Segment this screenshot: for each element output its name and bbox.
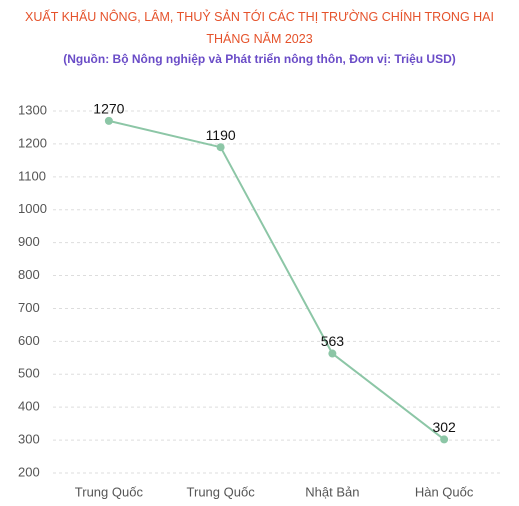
y-tick-label: 400 <box>18 399 40 414</box>
data-label: 563 <box>321 333 345 349</box>
data-label: 302 <box>432 419 456 435</box>
y-tick-label: 1100 <box>18 168 46 183</box>
x-tick-label: Trung Quốc <box>75 484 144 499</box>
chart-title: XUẤT KHẨU NÔNG, LÂM, THUỶ SẢN TỚI CÁC TH… <box>25 10 494 46</box>
y-tick-label: 1000 <box>18 201 47 216</box>
data-point <box>440 435 449 444</box>
data-point <box>104 116 113 125</box>
x-tick-label: Nhật Bản <box>305 484 359 499</box>
data-point <box>328 349 337 358</box>
x-tick-label: Trung Quốc <box>187 484 256 499</box>
y-tick-label: 500 <box>18 366 40 381</box>
y-tick-label: 900 <box>18 234 40 249</box>
data-label: 1270 <box>93 101 124 117</box>
chart-subtitle: (Nguồn: Bộ Nông nghiệp và Phát triển nôn… <box>63 52 456 66</box>
y-tick-label: 200 <box>18 464 40 479</box>
y-tick-label: 800 <box>18 267 40 282</box>
data-label: 1190 <box>206 127 236 143</box>
y-tick-label: 300 <box>18 432 40 447</box>
data-line <box>108 119 445 441</box>
y-tick-label: 700 <box>18 300 40 315</box>
data-point <box>216 143 225 152</box>
x-tick-label: Hàn Quốc <box>415 484 474 499</box>
y-tick-label: 1200 <box>18 135 47 150</box>
y-tick-label: 600 <box>18 333 40 348</box>
y-tick-label: 1300 <box>18 102 47 117</box>
